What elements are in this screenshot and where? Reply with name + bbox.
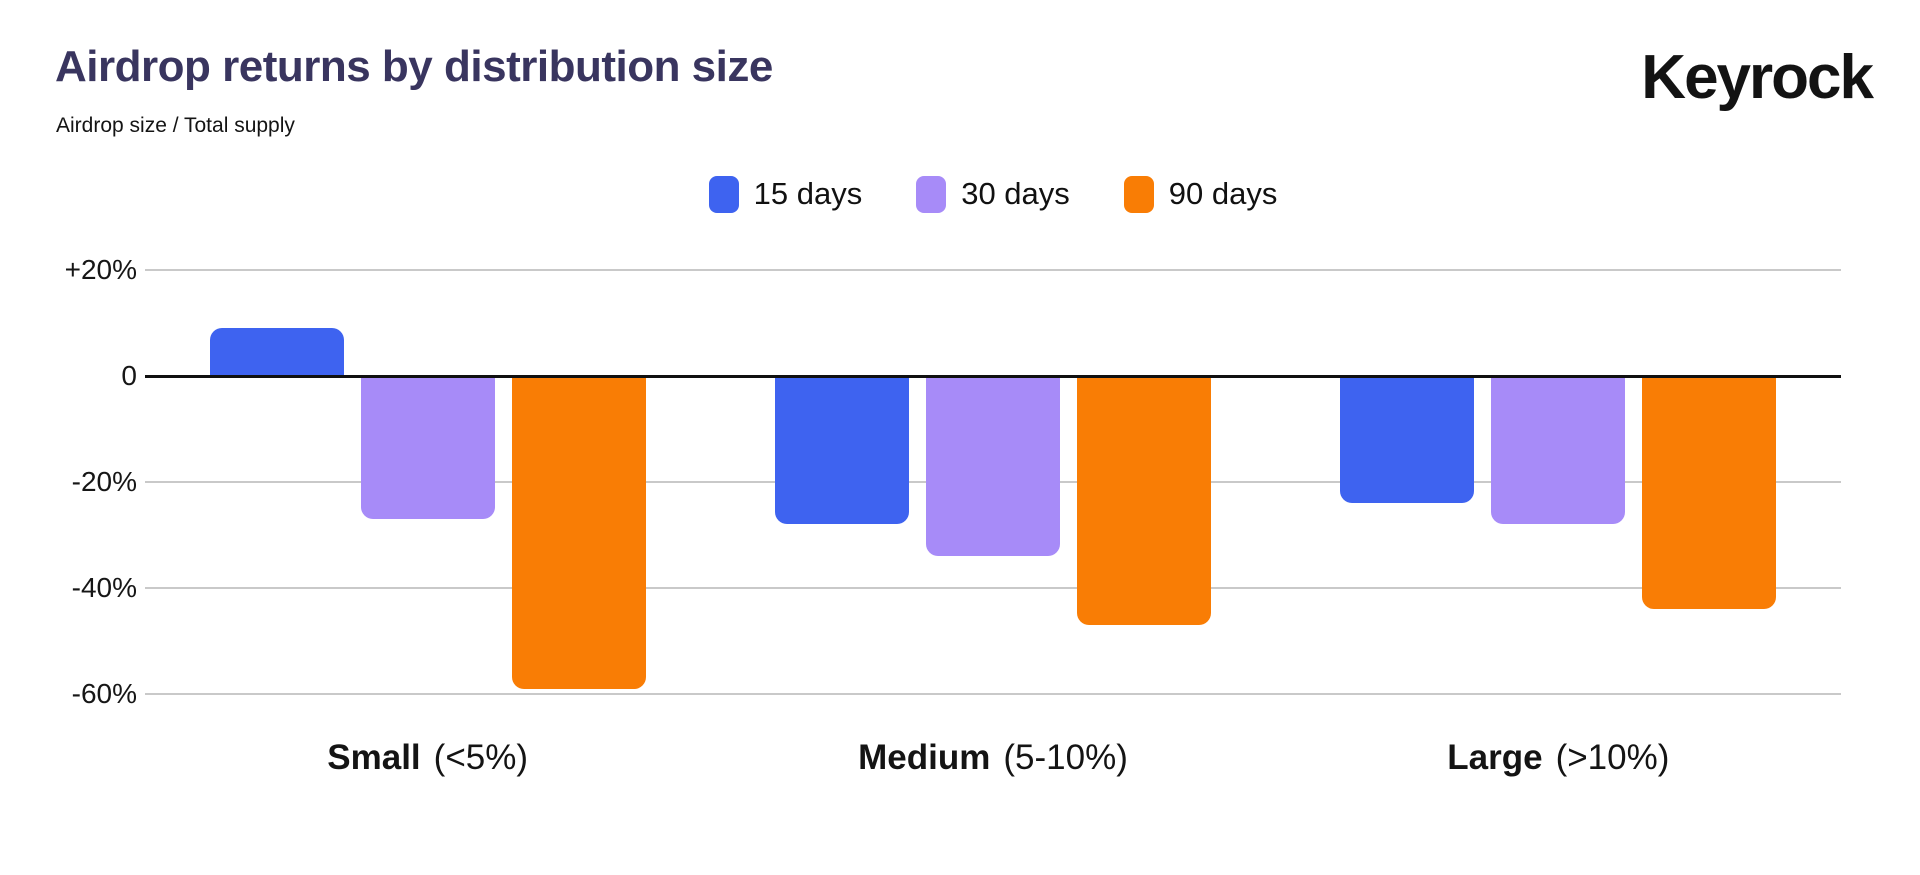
legend-label: 30 days xyxy=(961,176,1070,211)
legend-item-30-days: 30 days xyxy=(916,175,1070,213)
category-name: Large xyxy=(1447,738,1543,777)
legend-label: 90 days xyxy=(1168,176,1278,211)
legend-item-90-days: 90 days xyxy=(1123,175,1278,213)
gridline xyxy=(145,587,1841,589)
category-name: Medium xyxy=(858,738,991,777)
bar-large-90-days xyxy=(1642,376,1777,610)
category-qualifier: (<5%) xyxy=(433,738,529,777)
y-axis-labels: +20% 0 -20% -40% -60% xyxy=(0,254,137,709)
gridline xyxy=(145,269,1841,271)
y-tick--60: -60% xyxy=(71,678,137,709)
y-tick-+20: +20% xyxy=(64,254,137,285)
legend-item-15-days: 15 days xyxy=(708,175,863,213)
legend-label: 15 days xyxy=(753,176,863,211)
category-label-medium: Medium (5-10%) xyxy=(713,738,1273,778)
y-tick--20: -20% xyxy=(71,466,137,497)
plot-area xyxy=(145,269,1841,695)
legend-swatch-icon xyxy=(916,175,947,213)
page-title: Airdrop returns by distribution size xyxy=(55,42,773,91)
keyrock-logo: Keyrock xyxy=(1641,43,1874,112)
bar-medium-90-days xyxy=(1077,376,1211,626)
x-axis-labels: Small (<5%) Medium (5-10%) Large (>10%) xyxy=(145,738,1841,798)
category-name: Small xyxy=(327,738,421,777)
bar-small-15-days xyxy=(209,328,344,376)
gridline xyxy=(145,693,1841,695)
chart-legend: 15 days 30 days 90 days xyxy=(145,172,1841,216)
category-label-large: Large (>10%) xyxy=(1278,738,1838,778)
bar-large-30-days xyxy=(1491,376,1626,525)
category-qualifier: (>10%) xyxy=(1555,738,1670,777)
category-label-small: Small (<5%) xyxy=(148,738,708,778)
legend-swatch-icon xyxy=(708,175,739,213)
bar-medium-15-days xyxy=(775,376,909,525)
bar-small-30-days xyxy=(360,376,495,520)
legend-swatch-icon xyxy=(1123,175,1154,213)
bar-medium-30-days xyxy=(926,376,1060,557)
bar-large-15-days xyxy=(1340,376,1475,504)
zero-line xyxy=(145,374,1841,378)
bar-small-90-days xyxy=(511,376,646,689)
category-qualifier: (5-10%) xyxy=(1003,738,1128,777)
chart-subtitle: Airdrop size / Total supply xyxy=(56,114,295,137)
y-tick-0: 0 xyxy=(121,360,137,391)
y-tick--40: -40% xyxy=(71,572,137,603)
